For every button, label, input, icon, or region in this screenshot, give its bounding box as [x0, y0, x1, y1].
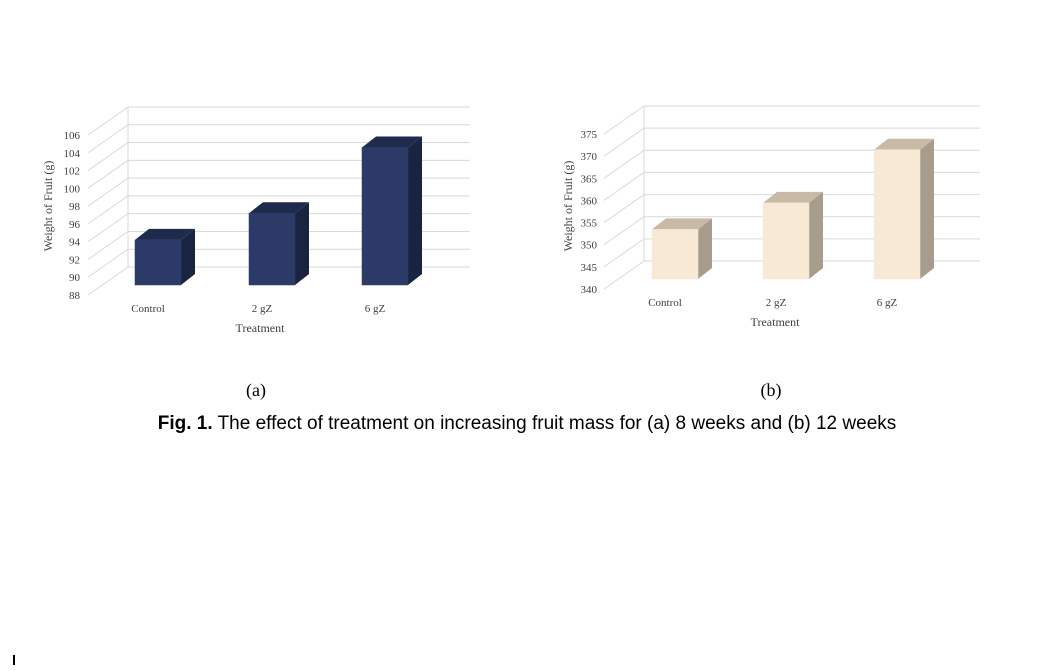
- x-tick-label: 6 gZ: [877, 297, 898, 309]
- bar: [134, 239, 182, 286]
- x-tick-label: Control: [131, 303, 165, 315]
- y-tick-label: 94: [69, 237, 81, 249]
- chart-a: (a) 88 90 92 94 96 98 100 102 104 106 Control 2 gZ 6…: [41, 106, 470, 401]
- y-tick-label: 88: [69, 290, 81, 302]
- bar-side: [295, 202, 309, 285]
- gridline-diagonal: [603, 194, 645, 223]
- panel-label-b: (b): [761, 380, 782, 401]
- gridline-diagonal: [603, 216, 645, 246]
- bar-side: [408, 136, 422, 285]
- x-tick-label: 2 gZ: [766, 297, 787, 309]
- chart-b: (b) 340 345 350 355 360 365 370 375 Control 2 gZ 6…: [561, 105, 980, 401]
- y-axis-title: Weight of Fruit (g): [561, 161, 575, 252]
- y-tick-label: 340: [581, 284, 598, 296]
- gridline-diagonal: [87, 231, 129, 260]
- gridline-diagonal: [87, 195, 129, 225]
- x-tick-label: 6 gZ: [365, 303, 386, 315]
- gridline-diagonal: [87, 177, 129, 207]
- gridline-diagonal: [87, 106, 129, 136]
- gridline-diagonal: [603, 105, 645, 135]
- bar-top: [249, 202, 309, 214]
- y-tick-label: 96: [69, 219, 81, 231]
- y-tick-label: 98: [69, 201, 81, 213]
- gridline-diagonal: [87, 124, 129, 154]
- bar: [361, 147, 409, 286]
- y-tick-label: 350: [581, 240, 598, 252]
- y-tick-label: 365: [581, 173, 598, 185]
- bar-top: [874, 138, 934, 150]
- bar-side: [698, 218, 712, 279]
- gridline-diagonal: [87, 159, 129, 189]
- caption-text: The effect of treatment on increasing fr…: [213, 413, 897, 434]
- gridline-diagonal: [87, 213, 129, 243]
- bar-side: [920, 138, 934, 279]
- x-tick-label: 2 gZ: [252, 303, 273, 315]
- bar-side: [181, 228, 195, 285]
- panel-label-a: (a): [246, 380, 266, 401]
- gridline-diagonal: [87, 142, 129, 171]
- bar-top: [135, 228, 195, 240]
- bar-side: [809, 191, 823, 279]
- bar-top: [652, 218, 712, 230]
- y-axis-title: Weight of Fruit (g): [41, 161, 55, 252]
- gridline-diagonal: [87, 248, 129, 278]
- x-axis-title: Treatment: [236, 321, 286, 335]
- bar: [873, 149, 921, 280]
- caption-bold: Fig. 1.: [158, 413, 213, 434]
- x-axis-title: Treatment: [751, 315, 801, 329]
- y-tick-label: 102: [64, 166, 81, 178]
- y-tick-label: 360: [581, 195, 598, 207]
- y-tick-label: 104: [64, 148, 81, 160]
- bar-top: [763, 191, 823, 203]
- y-tick-label: 355: [581, 218, 598, 230]
- bar: [762, 202, 810, 280]
- gridline-diagonal: [603, 238, 645, 268]
- y-tick-label: 345: [581, 262, 598, 274]
- text-cursor: [13, 655, 15, 665]
- y-tick-label: 370: [581, 151, 598, 163]
- gridline-diagonal: [603, 149, 645, 179]
- bar: [651, 229, 699, 280]
- gridline-diagonal: [87, 266, 129, 296]
- y-tick-label: 106: [64, 130, 81, 142]
- bar: [248, 212, 296, 286]
- y-tick-label: 92: [69, 254, 80, 266]
- y-tick-label: 100: [64, 183, 81, 195]
- y-tick-label: 375: [581, 129, 598, 141]
- gridline-diagonal: [603, 172, 645, 201]
- y-tick-label: 90: [69, 272, 81, 284]
- bar-top: [362, 136, 422, 148]
- x-tick-label: Control: [648, 297, 682, 309]
- gridline-diagonal: [603, 260, 645, 290]
- figure-caption: Fig. 1. The effect of treatment on incre…: [158, 413, 897, 434]
- gridline-diagonal: [603, 127, 645, 157]
